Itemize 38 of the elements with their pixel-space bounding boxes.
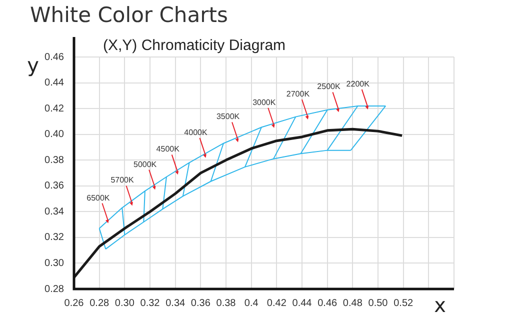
- x-tick-label: 0.4: [244, 298, 259, 309]
- x-tick-label: 0.42: [266, 298, 287, 309]
- y-tick-label: 0.44: [44, 78, 64, 89]
- x-tick-label: 0.32: [140, 298, 160, 309]
- x-tick-label: 0.50: [368, 298, 388, 309]
- x-axis-title: x: [434, 293, 446, 317]
- annotation: 5000K: [133, 160, 158, 169]
- annotation: 2500K: [317, 82, 341, 92]
- annotation: 5700K: [110, 176, 134, 185]
- annotation: 4500K: [156, 144, 180, 154]
- annotation: 2200K: [346, 79, 370, 88]
- y-tick-label: 0.40: [44, 129, 64, 140]
- x-tick-label: 0.38: [216, 298, 236, 309]
- x-tick-label: 0.30: [114, 298, 135, 309]
- y-tick-label: 0.30: [44, 258, 64, 269]
- y-tick-label: 0.36: [44, 180, 64, 192]
- y-tick-label: 0.42: [44, 103, 64, 114]
- chart-title: White Color Charts: [30, 3, 228, 27]
- annotation: 6500K: [86, 193, 110, 202]
- y-tick-label: 0.38: [44, 154, 64, 166]
- x-tick-label: 0.46: [318, 298, 338, 309]
- annotation: 3500K: [216, 112, 240, 122]
- y-tick-label: 0.34: [44, 206, 64, 218]
- y-tick-label: 0.46: [44, 52, 64, 63]
- x-tick-label: 0.26: [64, 298, 84, 309]
- x-tick-label: 0.44: [292, 298, 312, 309]
- x-tick-label: 0.34: [166, 298, 186, 309]
- x-tick-label: 0.28: [90, 298, 110, 309]
- y-axis-title: y: [27, 53, 40, 77]
- chart-subtitle: (X,Y) Chromaticity Diagram: [103, 37, 286, 54]
- annotation: 2700K: [286, 90, 310, 99]
- x-tick-label: 0.52: [394, 298, 414, 309]
- y-tick-label: 0.32: [44, 232, 64, 244]
- x-tick-label: 0.36: [190, 298, 211, 309]
- y-tick-label: 0.28: [44, 284, 64, 295]
- annotation: 3000K: [252, 98, 276, 107]
- annotation: 4000K: [184, 128, 208, 137]
- x-tick-label: 0.48: [342, 298, 363, 309]
